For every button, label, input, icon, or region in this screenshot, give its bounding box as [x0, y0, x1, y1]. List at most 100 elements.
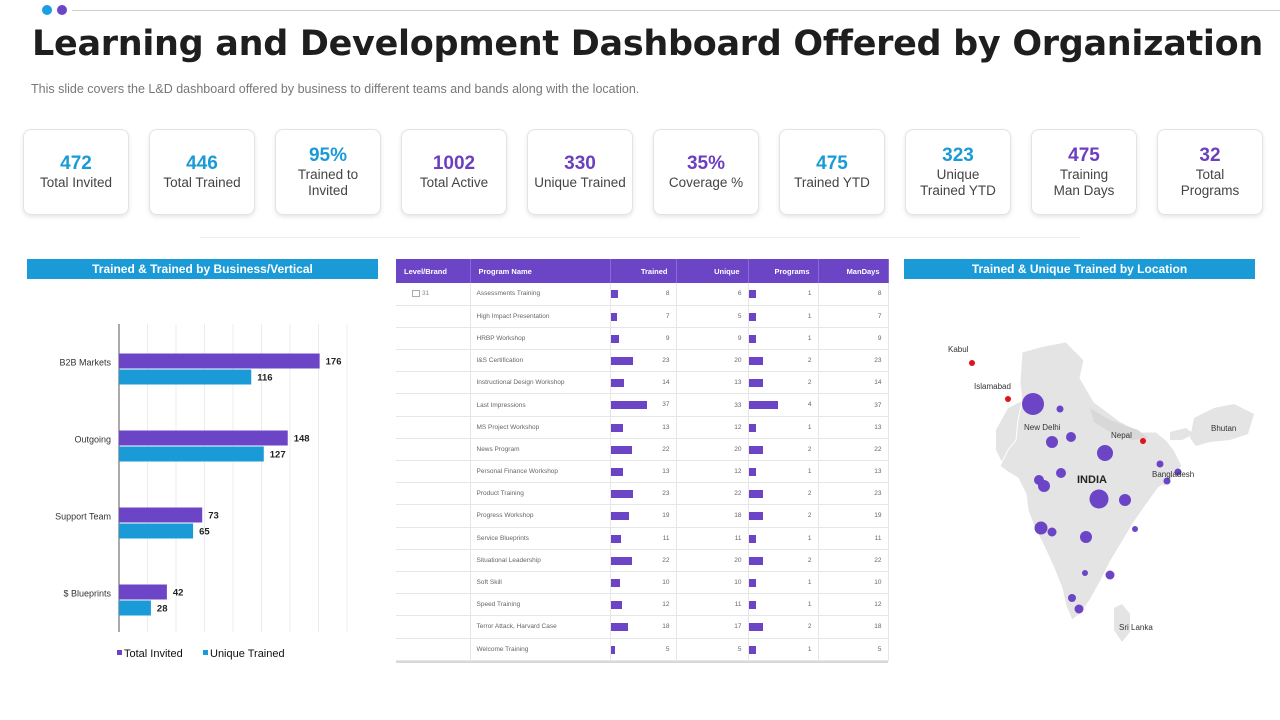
table-row[interactable]: Instructional Design Workshop 14 13 2 14	[396, 371, 889, 395]
location-marker[interactable]	[1119, 494, 1131, 506]
table-row[interactable]: Welcome Training 5 5 1 5	[396, 638, 889, 661]
expand-checkbox-icon[interactable]	[412, 290, 420, 298]
unique-cell: 18	[676, 504, 749, 528]
mandays-cell: 11	[818, 527, 889, 550]
unique-cell: 33	[676, 393, 749, 417]
location-marker[interactable]	[1074, 604, 1084, 614]
programs-cell: 2	[748, 615, 819, 639]
header-trained[interactable]: Trained	[610, 259, 677, 283]
location-marker[interactable]	[1156, 460, 1164, 468]
kpi-label: Trained YTD	[794, 175, 870, 190]
programs-bar	[748, 445, 763, 454]
location-marker[interactable]	[1056, 405, 1064, 413]
header-unique[interactable]: Unique	[676, 259, 749, 283]
header-programs[interactable]: Programs	[748, 259, 819, 283]
trained-bar	[610, 490, 633, 499]
bar-total-invited[interactable]	[119, 353, 320, 369]
location-marker[interactable]	[1089, 489, 1109, 509]
bar-total-invited[interactable]	[119, 584, 167, 600]
category-label: B2B Markets	[59, 358, 111, 368]
bar-unique-trained[interactable]	[119, 600, 151, 616]
location-marker[interactable]	[1068, 594, 1076, 602]
level-cell	[396, 482, 471, 506]
location-marker[interactable]	[1034, 521, 1048, 535]
programs-cell: 1	[748, 305, 819, 328]
bar-unique-trained[interactable]	[119, 523, 194, 539]
unique-cell: 11	[676, 527, 749, 550]
program-table-wrap: Level/Brand Program Name Trained Unique …	[396, 259, 889, 661]
table-bottom-rule	[396, 661, 888, 663]
page-title: Learning and Development Dashboard Offer…	[32, 24, 1263, 64]
legend-label[interactable]: Total Invited	[124, 648, 183, 660]
kpi-value: 323	[942, 145, 974, 166]
location-marker[interactable]	[1080, 531, 1092, 543]
program-name-cell: Soft Skill	[470, 571, 611, 595]
trained-cell: 22	[610, 549, 677, 572]
table-row[interactable]: 31 Assessments Training 8 6 1 8	[396, 283, 889, 306]
level-cell	[396, 549, 471, 572]
level-cell	[396, 416, 471, 439]
table-row[interactable]: Product Training 23 22 2 23	[396, 482, 889, 506]
table-row[interactable]: HRBP Workshop 9 9 1 9	[396, 327, 889, 351]
location-marker[interactable]	[1038, 480, 1050, 492]
kpi-card: 323 Unique Trained YTD	[905, 129, 1011, 215]
bar-value-label: 116	[257, 373, 272, 384]
kpi-label: Training Man Days	[1053, 167, 1115, 198]
kpi-card: 330 Unique Trained	[527, 129, 633, 215]
location-marker[interactable]	[1097, 445, 1113, 461]
kpi-label: Unique Trained	[534, 175, 626, 190]
kpi-label: Total Invited	[39, 175, 113, 190]
location-marker[interactable]	[1047, 527, 1057, 537]
programs-value: 1	[807, 423, 812, 431]
bar-total-invited[interactable]	[119, 507, 203, 523]
programs-cell: 1	[748, 460, 819, 484]
header-level[interactable]: Level/Brand	[396, 259, 471, 283]
location-marker[interactable]	[1066, 432, 1076, 442]
location-marker[interactable]	[1132, 526, 1138, 532]
programs-bar	[748, 468, 756, 476]
table-row[interactable]: Service Blueprints 11 11 1 11	[396, 527, 889, 550]
table-row[interactable]: I&S Certification 23 20 2 23	[396, 349, 889, 373]
location-marker[interactable]	[1046, 436, 1058, 448]
level-cell	[396, 593, 471, 617]
table-row[interactable]: Terror Attack, Harvard Case 18 17 2 18	[396, 615, 889, 639]
program-name-cell: Instructional Design Workshop	[470, 371, 611, 395]
location-marker[interactable]	[1163, 477, 1171, 485]
header-mandays[interactable]: ManDays	[818, 259, 889, 283]
kpi-value: 472	[60, 153, 92, 174]
table-row[interactable]: Personal Finance Workshop 13 12 1 13	[396, 460, 889, 484]
table-row[interactable]: Last Impressions 37 33 4 37	[396, 393, 889, 417]
location-marker[interactable]	[1105, 570, 1115, 580]
trained-bar	[610, 423, 624, 432]
programs-cell: 1	[748, 593, 819, 617]
location-marker[interactable]	[1056, 468, 1066, 478]
location-marker[interactable]	[1022, 393, 1044, 415]
unique-cell: 17	[676, 615, 749, 639]
unique-cell: 12	[676, 460, 749, 484]
table-row[interactable]: Progress Workshop 19 18 2 19	[396, 504, 889, 528]
table-row[interactable]: Situational Leadership 22 20 2 22	[396, 549, 889, 572]
kpi-value: 330	[564, 153, 596, 174]
table-row[interactable]: Soft Skill 10 10 1 10	[396, 571, 889, 595]
legend-label[interactable]: Unique Trained	[210, 648, 285, 660]
table-row[interactable]: News Program 22 20 2 22	[396, 438, 889, 462]
location-marker[interactable]	[1082, 570, 1088, 576]
table-row[interactable]: High Impact Presentation 7 5 1 7	[396, 305, 889, 328]
unique-cell: 6	[676, 283, 749, 306]
bar-unique-trained[interactable]	[119, 369, 252, 385]
trained-value: 11	[662, 534, 670, 542]
bar-unique-trained[interactable]	[119, 446, 264, 462]
bar-total-invited[interactable]	[119, 430, 288, 446]
location-markers	[1022, 393, 1182, 614]
header-program[interactable]: Program Name	[470, 259, 611, 283]
table-row[interactable]: Speed Training 12 11 1 12	[396, 593, 889, 617]
table-row[interactable]: MS Project Workshop 13 12 1 13	[396, 416, 889, 439]
level-cell	[396, 438, 471, 462]
location-marker[interactable]	[1174, 468, 1182, 476]
east-asia-shape	[1190, 404, 1254, 446]
trained-cell: 23	[610, 349, 677, 373]
bar-value-label: 148	[294, 434, 310, 445]
kpi-card: 1002 Total Active	[401, 129, 507, 215]
map-label-kabul: Kabul	[948, 345, 969, 354]
trained-cell: 19	[610, 504, 677, 528]
